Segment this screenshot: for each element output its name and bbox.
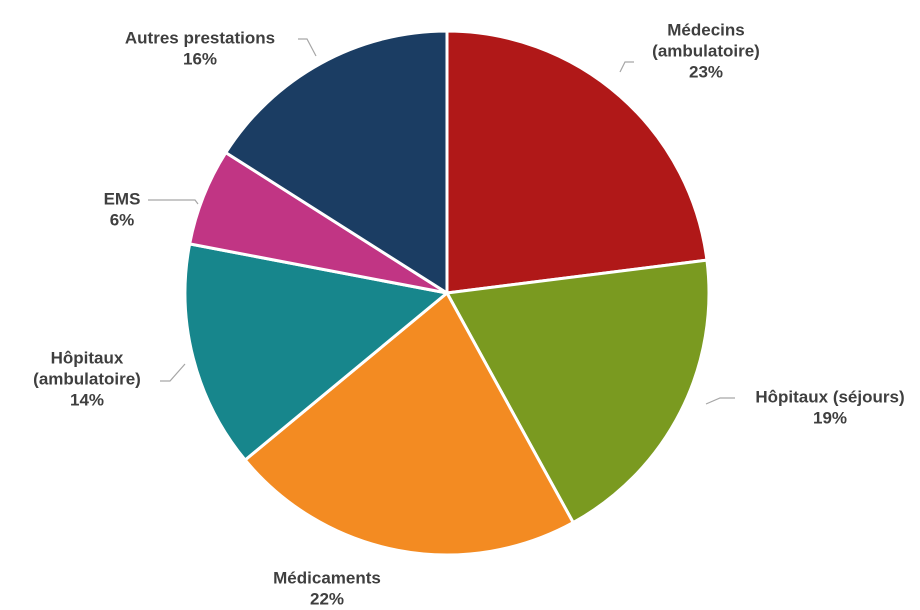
labels-layer: Médecins (ambulatoire) 23% Hôpitaux (séjour… bbox=[33, 20, 904, 608]
pie-slice-2 bbox=[243, 291, 575, 557]
slice-value-label: 14% bbox=[70, 390, 104, 409]
slice-value-label: 16% bbox=[183, 49, 217, 68]
leader-line-5 bbox=[298, 38, 317, 57]
slices-layer bbox=[183, 29, 711, 557]
slice-label-5: Autres prestations 16% bbox=[125, 28, 275, 68]
pie-slice-0 bbox=[445, 29, 709, 295]
slice-category-label: (ambulatoire) bbox=[652, 41, 760, 60]
slice-value-label: 6% bbox=[110, 210, 135, 229]
slice-label-2: Médicaments 22% bbox=[273, 568, 381, 608]
slice-label-0: Médecins (ambulatoire) 23% bbox=[652, 20, 760, 81]
slice-category-label: Hôpitaux bbox=[51, 348, 124, 367]
pie-slice-5 bbox=[224, 29, 449, 295]
leader-line-1 bbox=[705, 397, 735, 405]
slice-category-label: Médecins bbox=[667, 20, 744, 39]
slice-category-label: Hôpitaux (séjours) bbox=[755, 387, 904, 406]
slice-label-1: Hôpitaux (séjours) 19% bbox=[755, 387, 904, 427]
leader-line-3 bbox=[160, 363, 186, 382]
slice-category-label: Médicaments bbox=[273, 568, 381, 587]
pie-slice-1 bbox=[445, 258, 711, 525]
slice-category-label: Autres prestations bbox=[125, 28, 275, 47]
leader-line-0 bbox=[619, 61, 634, 73]
leader-lines-layer bbox=[148, 38, 735, 405]
slice-value-label: 22% bbox=[310, 589, 344, 605]
pie-slice-3 bbox=[183, 242, 449, 462]
slice-category-label: EMS bbox=[104, 189, 141, 208]
leader-line-4 bbox=[148, 199, 199, 205]
slice-category-label: (ambulatoire) bbox=[33, 369, 141, 388]
slice-label-4: EMS 6% bbox=[104, 189, 141, 229]
slice-label-3: Hôpitaux (ambulatoire) 14% bbox=[33, 348, 141, 409]
slice-value-label: 19% bbox=[813, 408, 847, 427]
slice-value-label: 23% bbox=[689, 62, 723, 81]
